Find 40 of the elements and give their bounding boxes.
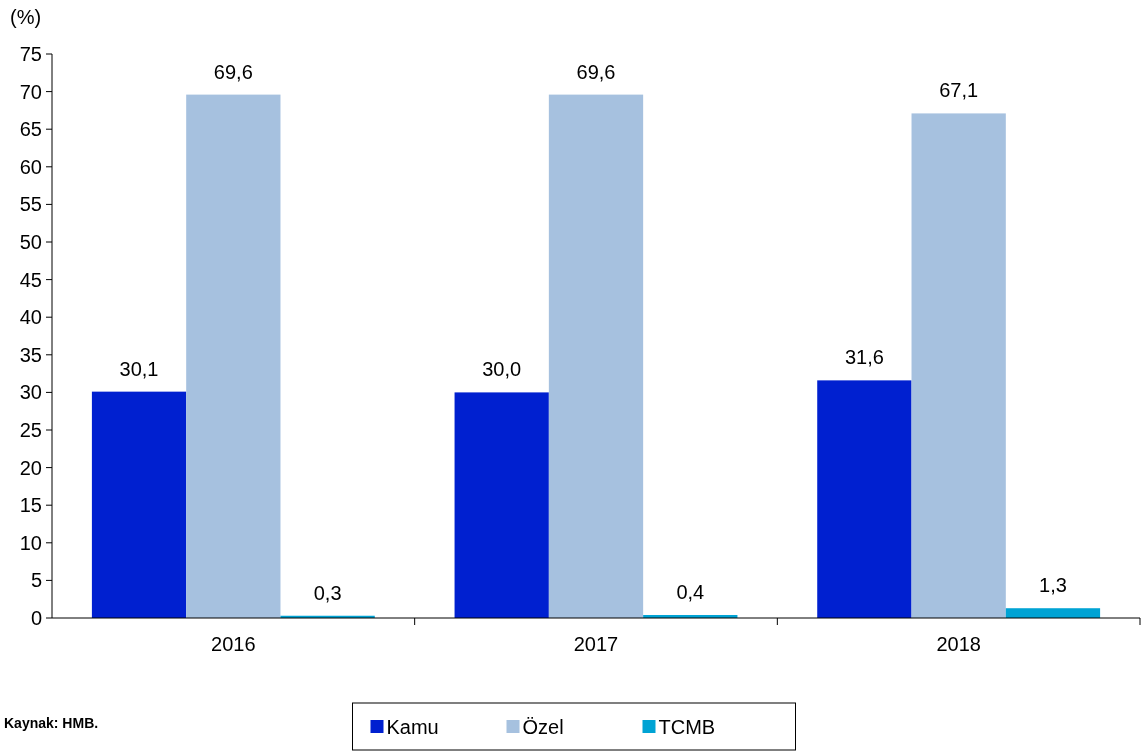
y-tick-label: 55 <box>19 193 42 216</box>
y-tick-label: 60 <box>19 155 42 178</box>
data-label: 30,1 <box>119 357 159 380</box>
bar <box>1005 608 1101 618</box>
y-axis-title: (%) <box>10 6 42 28</box>
x-tick-label: 2018 <box>936 633 981 655</box>
data-label: 69,6 <box>213 60 253 83</box>
y-tick-label: 75 <box>19 43 42 65</box>
y-tick-label: 45 <box>19 268 42 291</box>
data-label: 31,6 <box>844 346 884 369</box>
y-tick-label: 50 <box>19 231 42 253</box>
bar <box>186 94 281 618</box>
legend-label: Özel <box>522 716 564 738</box>
y-tick-label: 10 <box>19 531 42 554</box>
y-tick-label: 5 <box>30 569 42 592</box>
y-tick-label: 70 <box>19 80 42 103</box>
y-tick-label: 0 <box>30 607 42 629</box>
data-label: 30,0 <box>482 358 522 381</box>
legend-label: Kamu <box>386 716 439 738</box>
y-tick-label: 40 <box>19 306 42 329</box>
legend-label: TCMB <box>658 716 716 738</box>
data-label: 0,3 <box>313 581 342 604</box>
y-tick-label: 35 <box>19 343 42 366</box>
bar <box>548 94 644 618</box>
bar <box>911 113 1006 618</box>
bar <box>454 392 549 618</box>
data-label: 69,6 <box>576 60 616 83</box>
y-tick-label: 20 <box>19 456 42 479</box>
bar <box>817 380 912 618</box>
y-tick-label: 15 <box>19 494 42 517</box>
bar <box>91 391 187 618</box>
data-label: 1,3 <box>1039 574 1067 597</box>
y-tick-label: 65 <box>19 118 42 141</box>
y-tick-label: 25 <box>19 419 42 441</box>
y-tick-label: 30 <box>19 381 42 404</box>
data-label: 0,4 <box>676 580 705 603</box>
x-tick-label: 2017 <box>573 633 619 655</box>
x-tick-label: 2016 <box>211 633 256 655</box>
text: Kaynak: HMB. <box>4 715 99 731</box>
data-label: 67,1 <box>939 79 979 102</box>
